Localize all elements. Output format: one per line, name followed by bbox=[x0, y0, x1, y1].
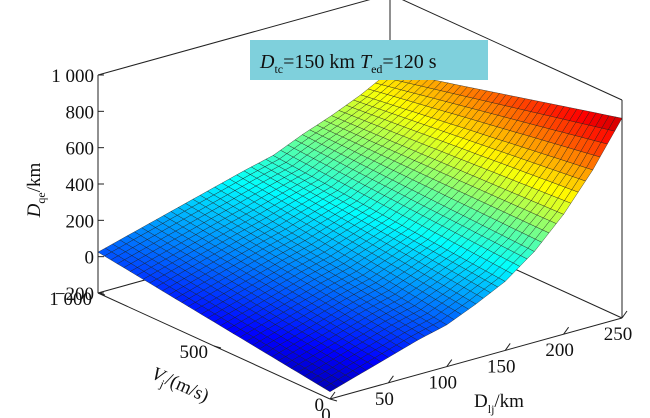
z-tick-label: 1 000 bbox=[51, 66, 94, 87]
x-tick bbox=[504, 343, 511, 351]
x-tick bbox=[387, 375, 394, 384]
tick-labels: 1 000 800 600 400 200 0 −200 0 50 100 150 200 250 0 50… bbox=[49, 66, 632, 418]
y-tick bbox=[329, 398, 338, 402]
annotation-text: Dtc=150 km Ted=120 s bbox=[259, 51, 437, 76]
parameter-annotation: Dtc=150 km Ted=120 s bbox=[250, 40, 488, 80]
x-axis-label-unit: /km bbox=[494, 391, 524, 412]
x-tick bbox=[621, 310, 628, 319]
annotation-d-subscript: tc bbox=[274, 62, 283, 76]
x-axis-line bbox=[329, 317, 623, 400]
y-tick-label: 1 000 bbox=[49, 289, 92, 310]
z-tick-label: 800 bbox=[66, 102, 95, 123]
annotation-box bbox=[250, 40, 488, 80]
z-axis-label: Dqe/km bbox=[24, 162, 48, 218]
x-tick bbox=[563, 326, 570, 335]
back-top-edge bbox=[97, 0, 371, 76]
y-axis-label-unit: /(m/s) bbox=[162, 369, 212, 407]
x-tick-label: 0 bbox=[321, 405, 331, 418]
z-tick-label: 200 bbox=[66, 211, 95, 232]
z-axis-label-unit: /km bbox=[24, 162, 45, 192]
x-tick bbox=[446, 359, 453, 367]
y-axis-label: Vj/(m/s) bbox=[147, 363, 212, 409]
z-axis-label-sub: qe bbox=[34, 192, 48, 203]
y-tick bbox=[97, 292, 106, 296]
annotation-d-value: =150 km bbox=[283, 51, 360, 73]
z-tick-label: 0 bbox=[85, 248, 95, 269]
x-axis-label-sub: lj bbox=[488, 402, 495, 416]
y-tick bbox=[213, 345, 222, 349]
x-tick-label: 100 bbox=[429, 373, 458, 394]
x-tick-label: 50 bbox=[375, 389, 394, 410]
y-tick-label: 0 bbox=[315, 395, 325, 416]
annotation-t-subscript: ed bbox=[371, 62, 382, 76]
x-tick-label: 200 bbox=[545, 340, 574, 361]
surface-mesh bbox=[97, 70, 623, 392]
x-axis-label-main: D bbox=[474, 391, 488, 412]
tick-marks bbox=[97, 74, 628, 402]
x-tick-label: 250 bbox=[604, 324, 633, 345]
annotation-t-symbol: T bbox=[360, 51, 373, 73]
y-axis-label-sub: j bbox=[157, 377, 167, 392]
right-top-edge bbox=[401, 0, 623, 101]
surface-patch bbox=[607, 116, 623, 132]
y-tick-label: 500 bbox=[180, 342, 209, 363]
annotation-d-symbol: D bbox=[259, 51, 275, 73]
z-tick-label: 600 bbox=[66, 139, 95, 160]
z-tick-label: −200 bbox=[55, 284, 94, 305]
z-tick-label: 400 bbox=[66, 175, 95, 196]
annotation-t-value: =120 s bbox=[382, 51, 436, 73]
z-axis-label-main: D bbox=[24, 203, 45, 218]
x-tick bbox=[329, 391, 336, 400]
x-tick-label: 150 bbox=[487, 356, 516, 377]
x-axis-label: Dlj/km bbox=[474, 391, 524, 416]
